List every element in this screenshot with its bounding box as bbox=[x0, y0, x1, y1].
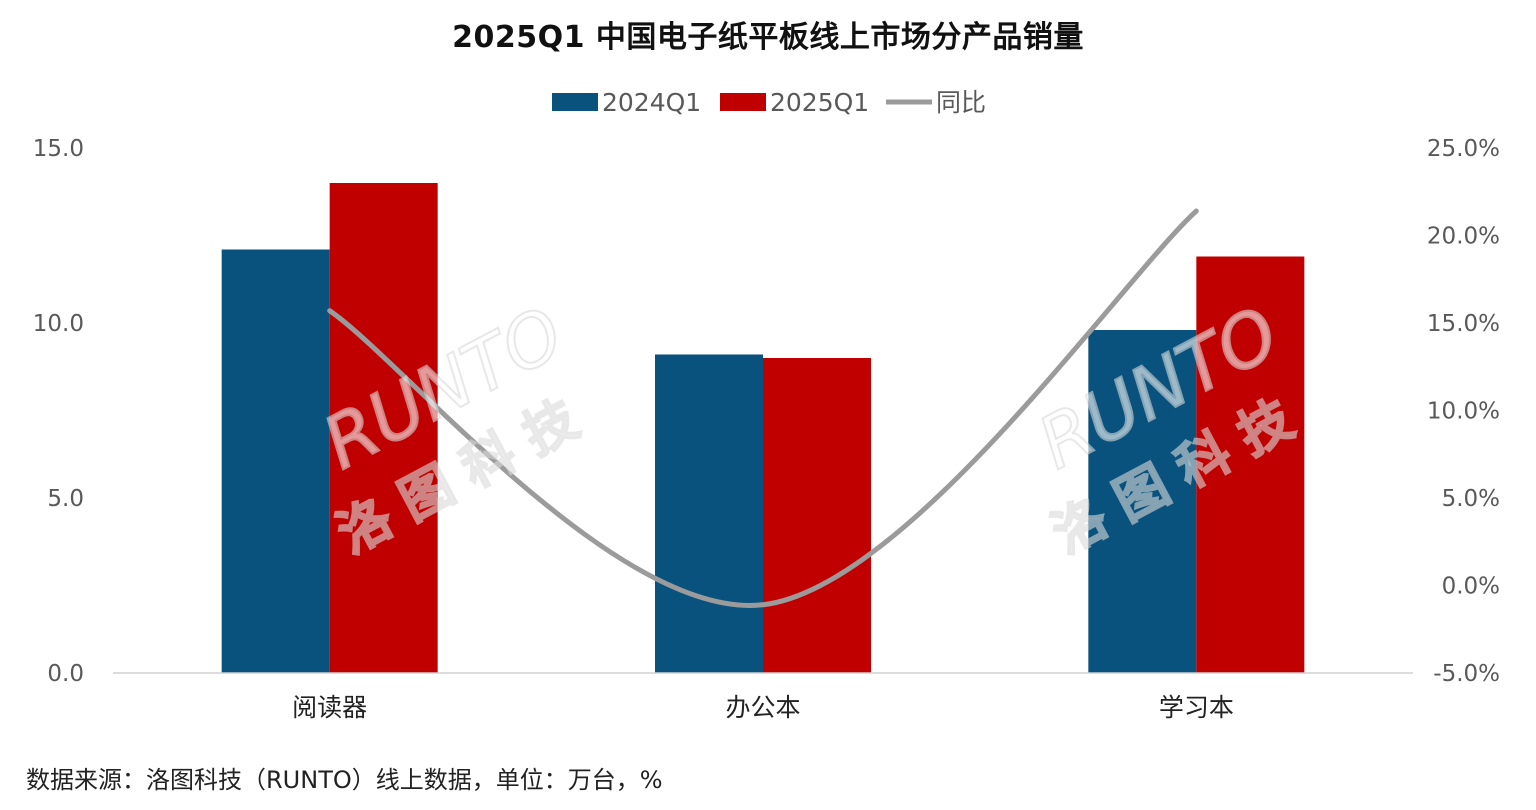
y2-tick-label: 25.0% bbox=[1427, 136, 1500, 162]
right-axis: -5.0% 0.0% 5.0% 10.0% 15.0% 20.0% 25.0% bbox=[1427, 136, 1500, 687]
legend: 2024Q1 2025Q1 同比 bbox=[552, 88, 986, 117]
y2-tick-label: 15.0% bbox=[1427, 311, 1500, 337]
legend-swatch bbox=[720, 93, 766, 111]
bar-2025Q1 bbox=[329, 183, 438, 673]
y-tick-label: 15.0 bbox=[33, 136, 84, 162]
y2-tick-label: 0.0% bbox=[1442, 574, 1500, 600]
bar-2024Q1 bbox=[1088, 330, 1197, 673]
chart-title: 2025Q1 中国电子纸平板线上市场分产品销量 bbox=[452, 20, 1084, 55]
category-label: 办公本 bbox=[725, 693, 800, 722]
bars bbox=[221, 183, 1305, 673]
left-axis: 0.0 5.0 10.0 15.0 bbox=[33, 136, 84, 687]
legend-label: 2024Q1 bbox=[602, 88, 701, 117]
y2-tick-label: 10.0% bbox=[1427, 399, 1500, 425]
yoy-line-path bbox=[327, 208, 1199, 608]
bar-2025Q1 bbox=[1196, 256, 1305, 673]
y-tick-label: 0.0 bbox=[47, 661, 84, 687]
legend-swatch bbox=[552, 93, 598, 111]
category-label: 学习本 bbox=[1159, 693, 1234, 722]
y2-tick-label: -5.0% bbox=[1433, 661, 1500, 687]
x-axis: 阅读器 办公本 学习本 bbox=[113, 672, 1413, 722]
category-label: 阅读器 bbox=[292, 693, 367, 722]
legend-label: 同比 bbox=[936, 88, 986, 117]
y2-tick-label: 20.0% bbox=[1427, 224, 1500, 250]
bar-2024Q1 bbox=[221, 249, 330, 673]
y-tick-label: 10.0 bbox=[33, 311, 84, 337]
y-tick-label: 5.0 bbox=[47, 486, 84, 512]
source-footnote: 数据来源：洛图科技（RUNTO）线上数据，单位：万台，% bbox=[26, 766, 663, 794]
legend-label: 2025Q1 bbox=[770, 88, 869, 117]
bar-2024Q1 bbox=[655, 354, 763, 673]
yoy-line bbox=[327, 208, 1199, 608]
bar-2025Q1 bbox=[763, 358, 871, 673]
y2-tick-label: 5.0% bbox=[1442, 486, 1500, 512]
